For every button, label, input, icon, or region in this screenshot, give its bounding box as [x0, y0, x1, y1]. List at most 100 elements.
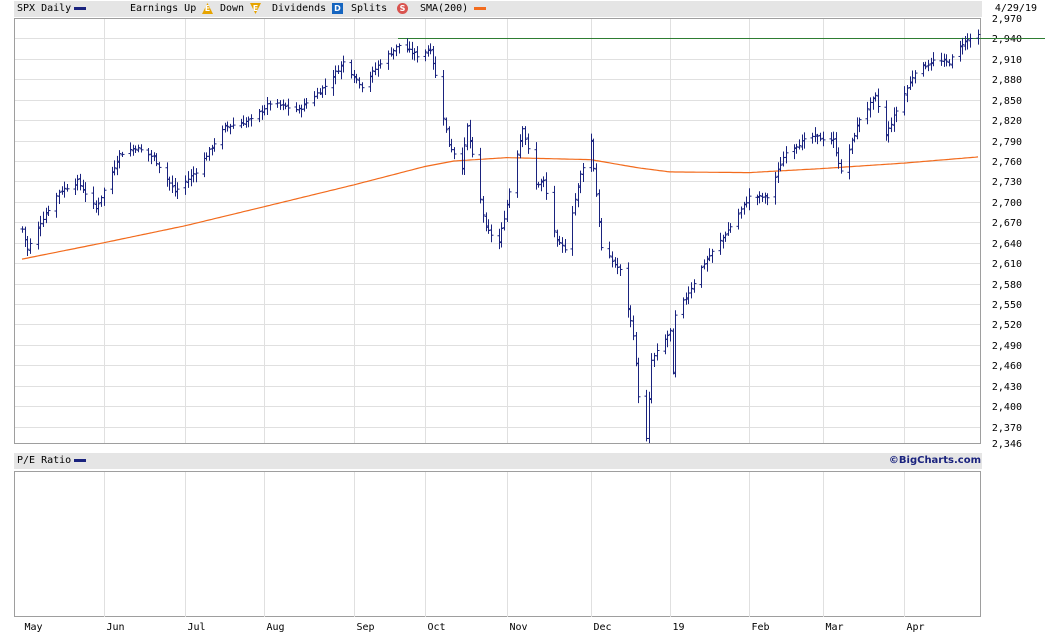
ohlc-bar — [668, 328, 673, 342]
ohlc-bar — [960, 37, 965, 55]
ohlc-bar — [921, 62, 926, 77]
ohlc-bar — [46, 205, 51, 217]
ohlc-bar — [784, 146, 789, 164]
ohlc-bar — [736, 208, 741, 230]
ohlc-bar — [231, 117, 236, 129]
ohlc-bar — [671, 328, 676, 375]
earnings-up-label: Earnings Up — [130, 3, 197, 14]
ohlc-bar — [865, 101, 870, 125]
ohlc-bar — [323, 78, 328, 95]
ohlc-bar — [175, 182, 180, 199]
ohlc-bar — [873, 92, 878, 102]
ohlc-bar — [507, 188, 512, 209]
ohlc-bar — [225, 121, 230, 132]
ohlc-bar — [829, 132, 834, 145]
ohlc-bar — [710, 248, 715, 263]
ohlc-bar — [947, 59, 952, 67]
ohlc-bar — [534, 142, 539, 190]
ohlc-bar — [958, 40, 963, 62]
ohlc-bar — [839, 159, 844, 174]
ohlc-bar — [792, 144, 797, 160]
y-tick-label: 2,760 — [992, 157, 1022, 168]
ohlc-bar — [83, 182, 88, 203]
ohlc-bar — [631, 315, 636, 341]
ohlc-bar — [523, 126, 528, 145]
y-tick-label: 2,880 — [992, 75, 1022, 86]
ohlc-bar — [286, 98, 291, 116]
ohlc-bar — [563, 239, 568, 253]
ohlc-bar — [573, 193, 578, 216]
ohlc-bar — [294, 102, 299, 113]
ohlc-bar — [444, 117, 449, 133]
ohlc-bar — [183, 175, 188, 195]
ohlc-bar — [655, 343, 660, 361]
ohlc-bar — [699, 265, 704, 288]
ohlc-bar — [415, 46, 420, 63]
gridlines — [15, 19, 980, 617]
ohlc-bar — [452, 147, 457, 160]
ohlc-bar — [360, 82, 365, 93]
y-tick-label: 2,820 — [992, 116, 1022, 127]
ohlc-bar — [594, 163, 599, 197]
ohlc-bar — [636, 357, 641, 404]
ohlc-bar — [423, 49, 428, 62]
ohlc-bar — [692, 279, 697, 293]
ohlc-bar — [781, 151, 786, 167]
ohlc-bar — [154, 153, 159, 167]
y-axis: 2,970 2,940 2,910 2,880 2,850 2,820 2,790 2,760… — [992, 14, 1022, 450]
ohlc-bar — [36, 221, 41, 250]
symbol-label: SPX Daily — [17, 3, 72, 14]
x-tick-label: May — [25, 622, 43, 633]
ohlc-bar — [499, 222, 504, 248]
x-tick-label: Apr — [907, 622, 925, 633]
ohlc-bar — [428, 43, 433, 55]
ohlc-bar — [520, 126, 525, 148]
ohlc-bar — [57, 189, 62, 204]
price-swatch — [74, 7, 86, 10]
ohlc-bar — [857, 117, 862, 133]
ohlc-bar — [489, 224, 494, 243]
ohlc-bar — [892, 107, 897, 132]
ohlc-bar — [441, 70, 446, 126]
ohlc-bar — [886, 121, 891, 143]
ohlc-bar — [757, 191, 762, 204]
ohlc-bar — [570, 205, 575, 256]
ohlc-bar — [299, 104, 304, 118]
ohlc-bar — [589, 133, 594, 172]
ohlc-bar — [515, 150, 520, 198]
ohlc-bar — [728, 223, 733, 233]
y-tick-label: 2,850 — [992, 96, 1022, 107]
ohlc-bar — [481, 195, 486, 223]
ohlc-bar — [139, 144, 144, 153]
y-tick-label: 2,700 — [992, 198, 1022, 209]
y-tick-label: 2,490 — [992, 341, 1022, 352]
x-tick-label: Aug — [267, 622, 285, 633]
ohlc-bar — [131, 144, 136, 156]
ohlc-bar — [38, 215, 43, 237]
ohlc-bar — [373, 62, 378, 76]
ohlc-bar — [431, 45, 436, 70]
pe-label: P/E Ratio — [17, 455, 72, 466]
y-tick-label: 2,460 — [992, 361, 1022, 372]
sma-label: SMA(200) — [420, 3, 469, 14]
ohlc-bar — [60, 186, 65, 195]
ohlc-bar — [726, 222, 731, 236]
ohlc-bar — [170, 175, 175, 193]
ohlc-bar — [283, 102, 288, 110]
ohlc-bar — [702, 259, 707, 270]
ohlc-bar — [304, 97, 309, 109]
earnings-up-icon: E — [202, 3, 213, 14]
ohlc-bar — [686, 286, 691, 305]
ohlc-bar — [341, 55, 346, 73]
ohlc-bar — [262, 104, 267, 116]
pe-header: P/E Ratio — [14, 453, 982, 469]
legend-bar: SPX Daily Earnings Up E Down E Dividends… — [14, 1, 982, 17]
ohlc-bar — [665, 330, 670, 348]
ohlc-bar — [117, 150, 122, 169]
ohlc-bar — [241, 115, 246, 126]
ohlc-bar — [747, 188, 752, 211]
x-tick-label: Oct — [428, 622, 446, 633]
ohlc-bar — [146, 147, 151, 162]
ohlc-bar — [876, 88, 881, 113]
